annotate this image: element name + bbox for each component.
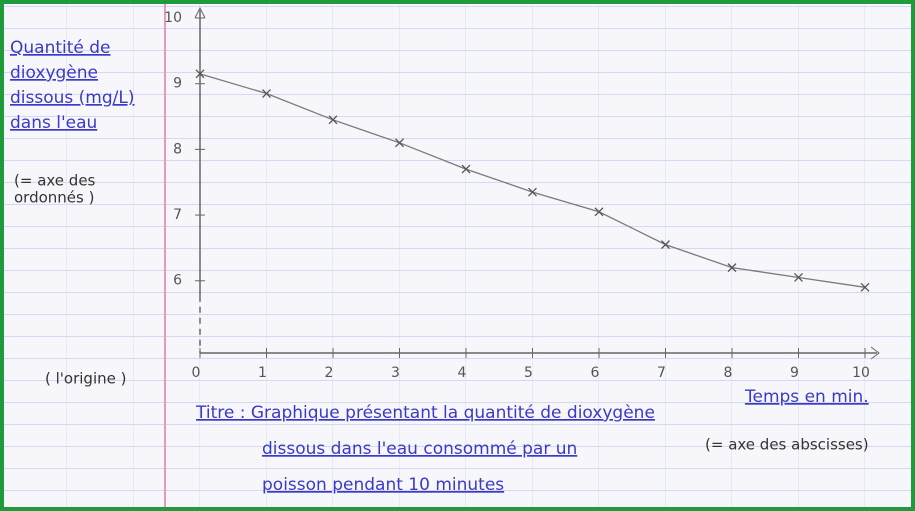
x-arrow [870,346,880,360]
y-tick-label: 10 [164,10,182,26]
x-tick-label: 0 [192,365,201,381]
y-tick-label: 7 [173,207,182,223]
chart-title: Titre : Graphique présentant la quantité… [195,403,655,423]
chart-title: dissous dans l'eau consommé par un [262,439,577,459]
y-tick-label: 9 [173,76,182,92]
y-tick-label: 6 [173,273,182,289]
x-tick-label: 10 [852,365,870,381]
data-point [195,69,205,79]
data-point [594,207,604,217]
data-point [661,240,670,250]
y-axis-label: dans l'eau [10,113,97,133]
data-point [262,89,271,98]
x-tick-label: 1 [258,365,267,381]
data-point [528,187,537,197]
y-axis-label: dissous (mg/L) [10,88,134,108]
data-point [860,282,870,292]
x-tick-label: 6 [591,365,600,381]
x-tick-label: 4 [458,365,467,381]
x-tick-label: 8 [724,365,733,381]
data-point [395,138,404,148]
x-axis-note: (= axe des abscisses) [705,436,869,454]
y-axis-note: (= axe des [14,172,96,190]
chart-title: poisson pendant 10 minutes [262,475,504,495]
data-point [794,273,803,282]
x-axis-label: Temps en min. [744,387,869,407]
x-tick-label: 7 [657,365,666,381]
y-arrow [194,6,206,19]
x-tick-label: 3 [391,365,400,381]
y-axis-label: Quantité de [10,38,111,58]
y-tick-label: 8 [173,141,182,157]
y-axis-note: ordonnés ) [14,189,94,207]
data-point [461,164,471,174]
x-tick-label: 2 [325,365,334,381]
x-tick-label: 9 [790,365,799,381]
data-point [727,263,737,273]
y-axis-label: dioxygène [10,63,98,83]
data-point [328,115,338,125]
origin-note: ( l'origine ) [45,370,126,388]
x-tick-label: 5 [524,365,533,381]
